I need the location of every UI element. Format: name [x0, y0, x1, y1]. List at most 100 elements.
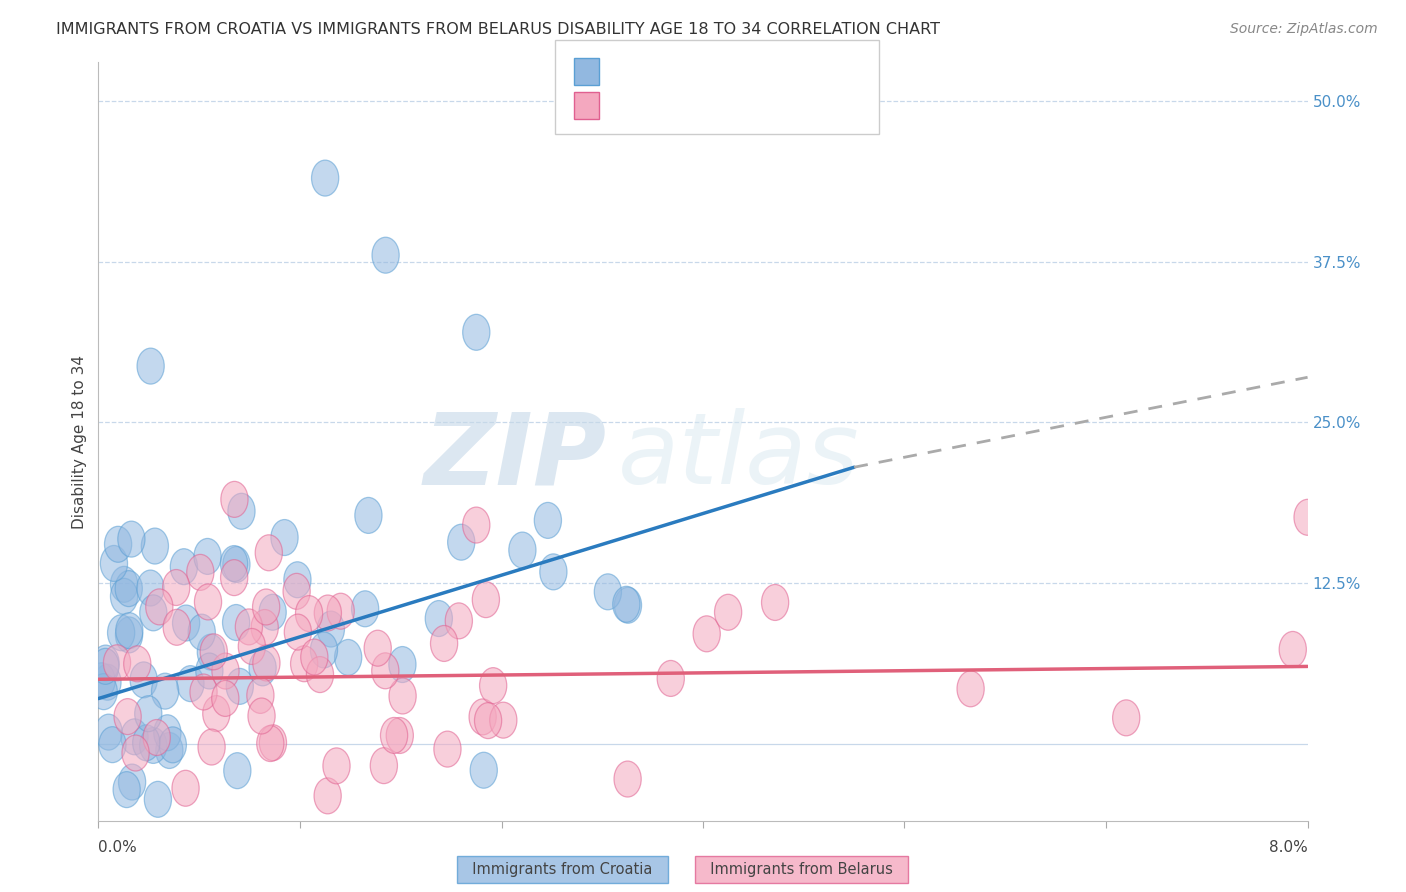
Ellipse shape: [312, 160, 339, 196]
Ellipse shape: [328, 593, 354, 629]
Ellipse shape: [222, 547, 250, 582]
Ellipse shape: [131, 662, 157, 698]
Ellipse shape: [115, 571, 142, 607]
Ellipse shape: [111, 578, 138, 615]
Ellipse shape: [94, 665, 121, 700]
Ellipse shape: [115, 613, 143, 648]
Text: R = 0.024   N = 63: R = 0.024 N = 63: [610, 96, 780, 114]
Ellipse shape: [114, 698, 141, 735]
Ellipse shape: [204, 855, 232, 891]
Ellipse shape: [314, 778, 342, 814]
Ellipse shape: [283, 574, 311, 609]
Ellipse shape: [172, 771, 200, 806]
Ellipse shape: [354, 498, 382, 533]
Ellipse shape: [100, 545, 128, 582]
Ellipse shape: [301, 639, 328, 675]
Ellipse shape: [534, 502, 561, 539]
Ellipse shape: [595, 574, 621, 610]
Ellipse shape: [118, 764, 146, 800]
Ellipse shape: [238, 629, 266, 665]
Ellipse shape: [221, 559, 247, 596]
Ellipse shape: [472, 582, 499, 617]
Text: atlas: atlas: [619, 409, 860, 505]
Ellipse shape: [657, 660, 685, 697]
Ellipse shape: [228, 493, 254, 529]
Ellipse shape: [381, 717, 408, 754]
Ellipse shape: [318, 611, 344, 647]
Ellipse shape: [122, 735, 149, 771]
Ellipse shape: [259, 724, 287, 761]
Y-axis label: Disability Age 18 to 34: Disability Age 18 to 34: [72, 354, 87, 529]
Ellipse shape: [141, 528, 169, 564]
Ellipse shape: [98, 727, 127, 763]
Ellipse shape: [352, 591, 378, 627]
Ellipse shape: [159, 727, 187, 763]
Ellipse shape: [1294, 500, 1322, 535]
Ellipse shape: [146, 589, 173, 625]
Ellipse shape: [613, 586, 640, 623]
Ellipse shape: [307, 657, 333, 692]
Ellipse shape: [252, 609, 278, 646]
Ellipse shape: [957, 671, 984, 706]
Ellipse shape: [195, 653, 224, 689]
Ellipse shape: [371, 653, 399, 689]
Ellipse shape: [139, 595, 167, 631]
Ellipse shape: [224, 753, 250, 789]
Ellipse shape: [614, 761, 641, 797]
Ellipse shape: [693, 615, 720, 652]
Ellipse shape: [256, 535, 283, 571]
Text: IMMIGRANTS FROM CROATIA VS IMMIGRANTS FROM BELARUS DISABILITY AGE 18 TO 34 CORRE: IMMIGRANTS FROM CROATIA VS IMMIGRANTS FR…: [56, 22, 941, 37]
Ellipse shape: [387, 717, 413, 754]
Ellipse shape: [470, 752, 498, 789]
Ellipse shape: [509, 532, 536, 568]
Ellipse shape: [212, 653, 239, 689]
Ellipse shape: [425, 600, 453, 637]
Ellipse shape: [170, 549, 197, 584]
Ellipse shape: [104, 526, 132, 562]
Ellipse shape: [135, 696, 162, 731]
Ellipse shape: [91, 648, 120, 684]
Ellipse shape: [163, 569, 190, 606]
Ellipse shape: [226, 668, 253, 705]
Ellipse shape: [143, 720, 170, 756]
Ellipse shape: [221, 546, 247, 582]
Ellipse shape: [197, 634, 225, 670]
Ellipse shape: [118, 521, 145, 558]
Ellipse shape: [259, 594, 287, 631]
Ellipse shape: [89, 663, 115, 698]
Ellipse shape: [139, 728, 167, 764]
Ellipse shape: [112, 772, 141, 807]
Text: R = 0.289   N = 68: R = 0.289 N = 68: [610, 62, 780, 80]
Ellipse shape: [291, 646, 318, 681]
Ellipse shape: [152, 673, 179, 709]
Ellipse shape: [202, 696, 231, 731]
Ellipse shape: [190, 674, 217, 710]
Ellipse shape: [479, 667, 506, 704]
Ellipse shape: [187, 555, 214, 591]
Ellipse shape: [370, 747, 398, 784]
Ellipse shape: [1112, 700, 1140, 736]
Ellipse shape: [200, 634, 228, 670]
Ellipse shape: [136, 348, 165, 384]
Ellipse shape: [470, 699, 496, 735]
Ellipse shape: [373, 237, 399, 273]
Ellipse shape: [314, 595, 342, 631]
Ellipse shape: [253, 589, 280, 625]
Ellipse shape: [430, 625, 458, 662]
Ellipse shape: [124, 646, 150, 681]
Ellipse shape: [194, 584, 222, 620]
Ellipse shape: [136, 570, 165, 606]
Ellipse shape: [153, 714, 181, 751]
Ellipse shape: [96, 714, 122, 750]
Ellipse shape: [364, 630, 391, 666]
Ellipse shape: [121, 719, 148, 755]
Ellipse shape: [163, 609, 190, 645]
Ellipse shape: [115, 617, 142, 653]
Ellipse shape: [107, 615, 135, 651]
Ellipse shape: [447, 524, 475, 560]
Ellipse shape: [1279, 632, 1306, 667]
Text: Source: ZipAtlas.com: Source: ZipAtlas.com: [1230, 22, 1378, 37]
Text: 0.0%: 0.0%: [98, 840, 138, 855]
Ellipse shape: [540, 554, 567, 590]
Ellipse shape: [247, 677, 274, 714]
